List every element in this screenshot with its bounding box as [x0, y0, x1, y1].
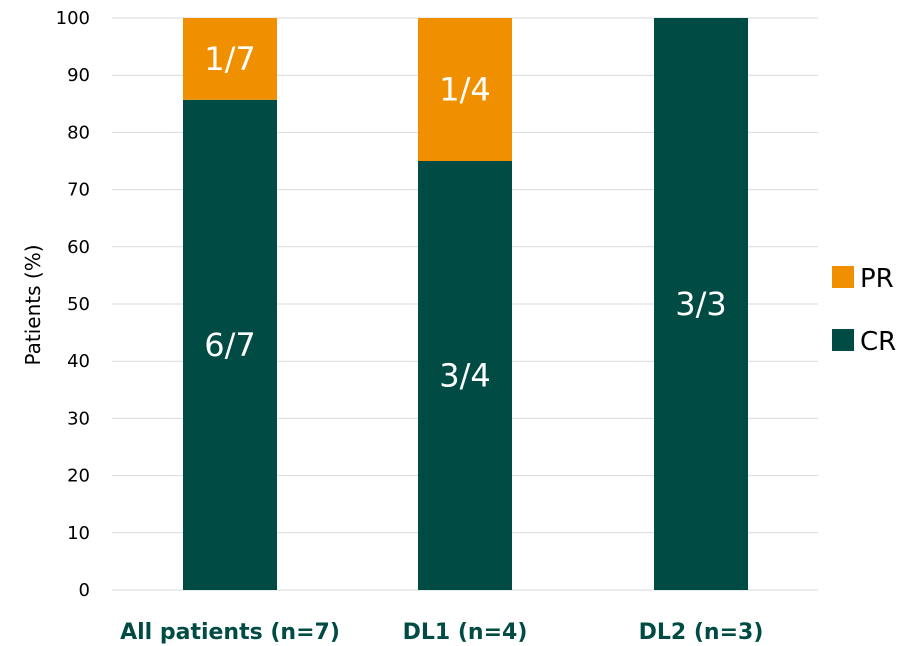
data-label: 1/4: [439, 71, 491, 109]
legend-label-cr: CR: [860, 327, 896, 357]
data-label: 6/7: [204, 326, 256, 364]
x-tick-label: DL2 (n=3): [639, 620, 764, 645]
y-tick-label: 30: [67, 408, 90, 429]
data-label: 3/3: [675, 285, 727, 323]
y-tick-label: 50: [67, 294, 90, 315]
bar-segment-cr: [418, 161, 512, 590]
y-axis-ticks: 0 10 20 30 40 50 60 70 80 90 100: [56, 8, 90, 601]
y-tick-label: 70: [67, 180, 90, 201]
legend-swatch-pr: [832, 266, 854, 288]
x-axis-labels: All patients (n=7) DL1 (n=4) DL2 (n=3): [120, 620, 763, 645]
y-tick-label: 40: [67, 351, 90, 372]
bar-segment-cr: [183, 99, 277, 591]
y-tick-label: 10: [67, 523, 90, 544]
bar-segment-cr: [654, 18, 748, 590]
x-tick-label: DL1 (n=4): [403, 620, 528, 645]
data-label: 1/7: [204, 40, 256, 78]
y-tick-label: 100: [56, 8, 90, 29]
bar-segment-pr: [418, 18, 512, 161]
y-tick-label: 0: [79, 580, 90, 601]
y-tick-label: 60: [67, 237, 90, 258]
y-axis-title: Patients (%): [21, 244, 45, 365]
legend-label-pr: PR: [860, 264, 894, 294]
x-tick-label: All patients (n=7): [120, 620, 340, 645]
legend-swatch-cr: [832, 329, 854, 351]
bar-segment-pr: [183, 18, 277, 100]
y-tick-label: 90: [67, 65, 90, 86]
y-tick-label: 80: [67, 122, 90, 143]
bars: 6/7 1/7 3/4 1/4 3/3: [183, 18, 748, 591]
legend: PR CR: [832, 264, 896, 357]
data-label: 3/4: [439, 357, 491, 395]
y-tick-label: 20: [67, 466, 90, 487]
